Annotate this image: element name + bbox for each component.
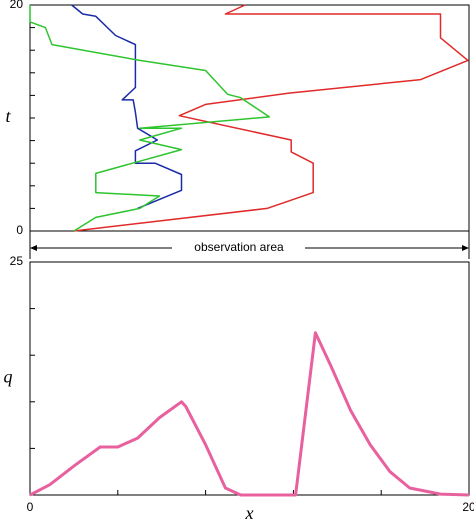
annotation: observation area [194, 240, 284, 254]
series-line [29, 5, 271, 232]
series-line [71, 4, 183, 210]
y-axis-label: t [5, 106, 11, 126]
y-axis-label: q [4, 367, 13, 387]
y-tick-label: 20 [10, 0, 24, 11]
series-line [73, 4, 469, 232]
x-tick-label: 0 [27, 500, 34, 514]
y-tick-label: 0 [16, 223, 23, 237]
y-tick-label: 25 [10, 254, 24, 268]
x-axis-label: x [245, 503, 254, 523]
plot-frame [29, 261, 470, 496]
series-line [29, 331, 470, 497]
x-tick-label: 20 [462, 500, 474, 514]
